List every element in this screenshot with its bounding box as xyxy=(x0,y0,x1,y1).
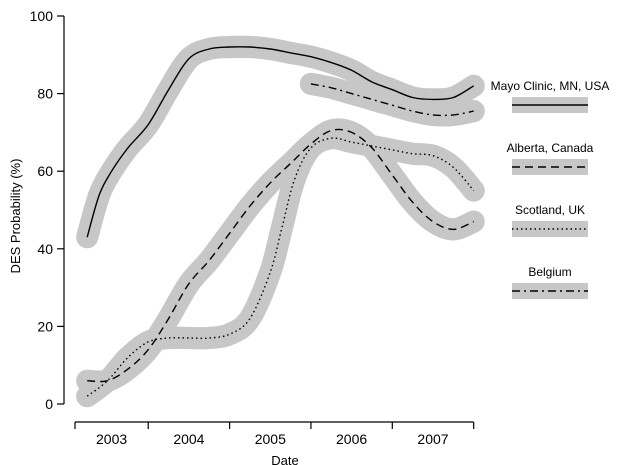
series-line-scotland-uk xyxy=(86,137,475,397)
series-line-mayo-clinic-mn-usa xyxy=(86,46,475,238)
series-line-alberta-canada xyxy=(87,128,474,383)
y-tick-label: 60 xyxy=(37,163,53,179)
y-axis: 0 20 40 60 80 100 DES Probability (%) xyxy=(8,8,65,412)
y-tick-label: 0 xyxy=(45,396,53,412)
x-tick-label: 2004 xyxy=(173,431,204,447)
series-lines xyxy=(86,46,475,397)
confidence-bands xyxy=(76,35,485,408)
x-axis: 2003 2004 2005 2006 2007 Date xyxy=(74,421,475,465)
y-ticks: 0 20 40 60 80 100 xyxy=(30,8,64,412)
x-ticks: 2003 2004 2005 2006 2007 xyxy=(74,422,475,447)
y-tick-label: 100 xyxy=(30,8,54,24)
x-tick-label: 2006 xyxy=(336,431,367,447)
x-tick-label: 2005 xyxy=(255,431,286,447)
x-tick-label: 2003 xyxy=(96,431,127,447)
x-axis-label: Date xyxy=(271,453,298,465)
legend-label-alberta-canada: Alberta, Canada xyxy=(507,141,594,155)
legend-swatch-band xyxy=(512,159,588,175)
legend-label-belgium: Belgium xyxy=(528,265,571,279)
legend-label-scotland-uk: Scotland, UK xyxy=(515,203,585,217)
x-tick-label: 2007 xyxy=(417,431,448,447)
y-tick-label: 80 xyxy=(37,86,53,102)
series-line-belgium xyxy=(310,83,474,117)
legend-swatch-band xyxy=(512,221,588,237)
legend-label-mayo-clinic-mn-usa: Mayo Clinic, MN, USA xyxy=(491,79,610,93)
legend: Mayo Clinic, MN, USA Alberta, Canada Scotl… xyxy=(491,79,610,299)
y-tick-label: 40 xyxy=(37,241,53,257)
y-tick-label: 20 xyxy=(37,318,53,334)
y-axis-label: DES Probability (%) xyxy=(8,159,23,274)
